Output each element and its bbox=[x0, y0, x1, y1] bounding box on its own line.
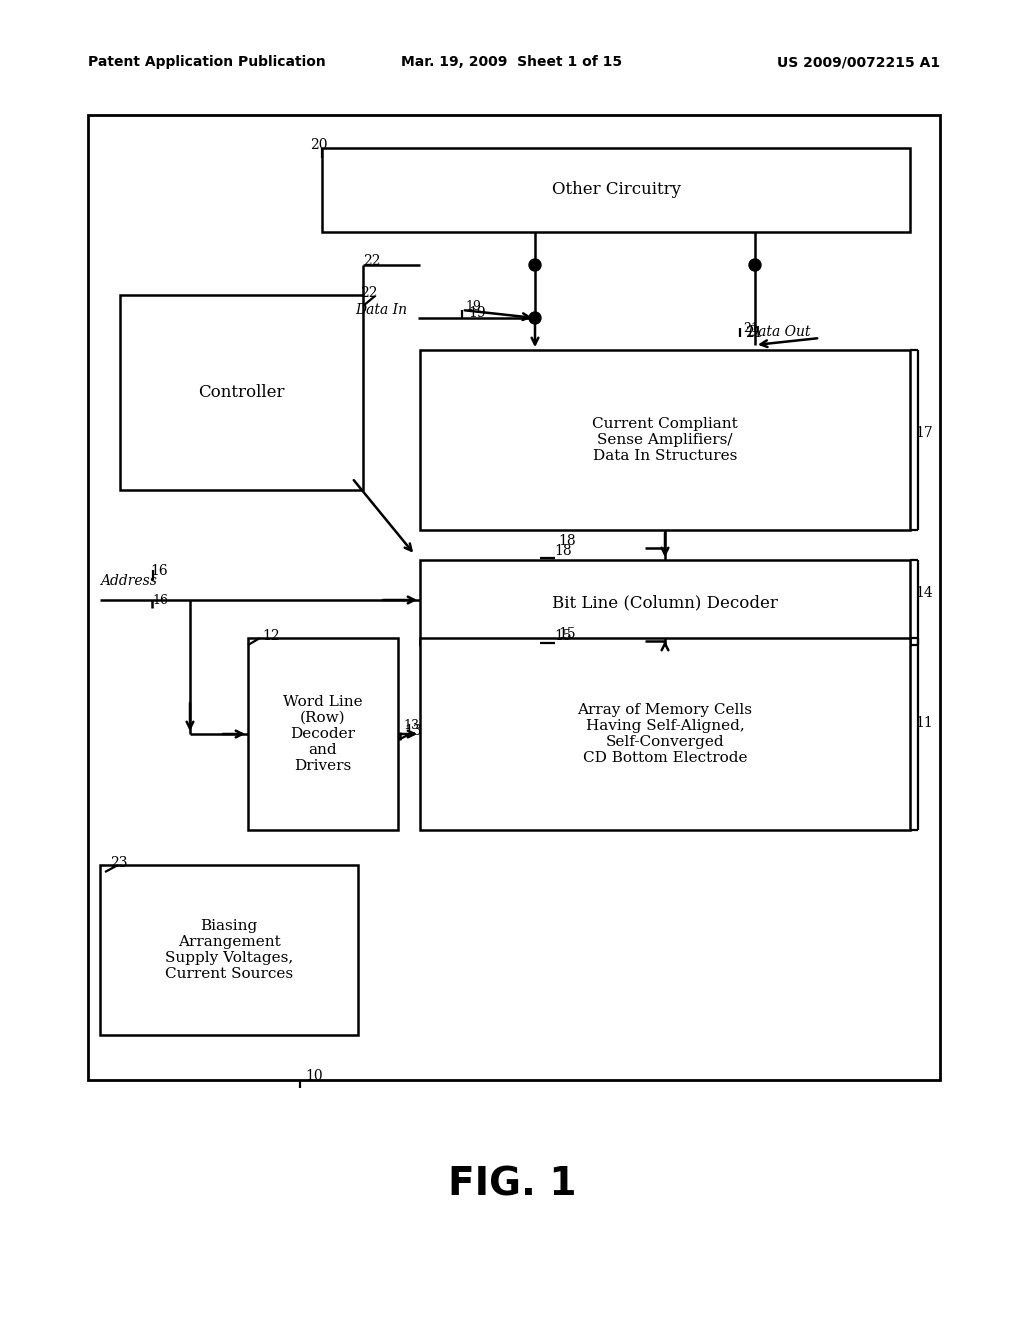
Text: 22: 22 bbox=[360, 286, 378, 300]
Text: US 2009/0072215 A1: US 2009/0072215 A1 bbox=[777, 55, 940, 69]
Text: 16: 16 bbox=[152, 594, 168, 607]
Text: 15: 15 bbox=[554, 630, 571, 643]
Bar bbox=[420, 350, 910, 531]
Bar bbox=[420, 638, 910, 830]
Text: 15: 15 bbox=[558, 627, 575, 642]
Text: Address: Address bbox=[100, 574, 157, 587]
Text: 12: 12 bbox=[262, 630, 280, 643]
Text: Word Line
(Row)
Decoder
and
Drivers: Word Line (Row) Decoder and Drivers bbox=[284, 694, 362, 774]
Text: 23: 23 bbox=[110, 855, 128, 870]
Text: 18: 18 bbox=[558, 535, 575, 548]
Text: 20: 20 bbox=[310, 139, 328, 152]
Text: Current Compliant
Sense Amplifiers/
Data In Structures: Current Compliant Sense Amplifiers/ Data… bbox=[592, 417, 738, 463]
Text: 19: 19 bbox=[465, 300, 481, 313]
Text: Data In: Data In bbox=[355, 304, 412, 317]
Text: 18: 18 bbox=[554, 544, 571, 558]
Text: 13: 13 bbox=[403, 719, 419, 733]
Bar bbox=[322, 148, 910, 232]
Circle shape bbox=[529, 312, 541, 323]
Text: Patent Application Publication: Patent Application Publication bbox=[88, 55, 326, 69]
Circle shape bbox=[529, 259, 541, 271]
Text: 16: 16 bbox=[150, 564, 168, 578]
Bar bbox=[88, 115, 940, 1080]
Text: Data Out: Data Out bbox=[748, 325, 815, 339]
Bar bbox=[248, 638, 398, 830]
Text: 21: 21 bbox=[743, 322, 759, 335]
Text: 10: 10 bbox=[305, 1069, 323, 1082]
Circle shape bbox=[749, 259, 761, 271]
Text: Biasing
Arrangement
Supply Voltages,
Current Sources: Biasing Arrangement Supply Voltages, Cur… bbox=[165, 919, 293, 981]
Bar bbox=[100, 865, 358, 1035]
Text: FIG. 1: FIG. 1 bbox=[447, 1166, 577, 1204]
Text: 21: 21 bbox=[745, 326, 763, 341]
Text: 22: 22 bbox=[362, 253, 381, 268]
Text: Other Circuitry: Other Circuitry bbox=[552, 181, 681, 198]
Bar bbox=[420, 560, 910, 645]
Text: Controller: Controller bbox=[199, 384, 285, 401]
Text: Mar. 19, 2009  Sheet 1 of 15: Mar. 19, 2009 Sheet 1 of 15 bbox=[401, 55, 623, 69]
Text: 19: 19 bbox=[468, 306, 485, 319]
Text: Array of Memory Cells
Having Self-Aligned,
Self-Converged
CD Bottom Electrode: Array of Memory Cells Having Self-Aligne… bbox=[578, 702, 753, 766]
Text: 17: 17 bbox=[915, 426, 933, 440]
Text: 11: 11 bbox=[915, 715, 933, 730]
Text: 14: 14 bbox=[915, 586, 933, 601]
Text: 13: 13 bbox=[404, 723, 422, 738]
Text: Bit Line (Column) Decoder: Bit Line (Column) Decoder bbox=[552, 594, 778, 611]
Bar bbox=[120, 294, 362, 490]
